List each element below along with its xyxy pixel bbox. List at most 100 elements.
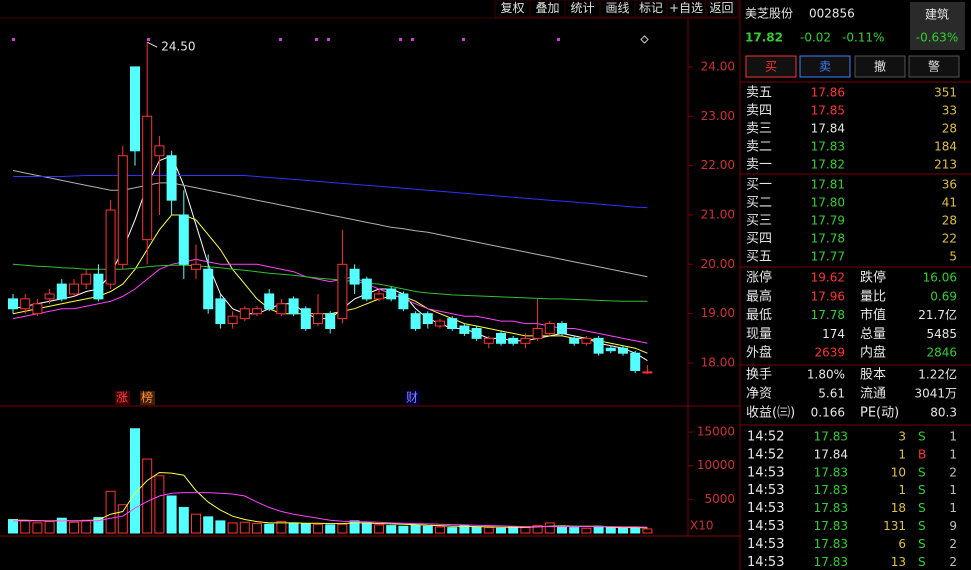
y-tick-label: 22.00 <box>701 158 735 172</box>
candle-body <box>435 320 445 327</box>
toolbar-label[interactable]: 画线 <box>605 1 629 15</box>
event-tag <box>140 391 155 405</box>
volume-bar <box>349 520 360 534</box>
trade-time: 14:53 <box>747 519 784 534</box>
toolbar-label[interactable]: 标记 <box>639 1 663 15</box>
price-change-pct: -0.11% <box>842 31 884 45</box>
action-button[interactable] <box>854 55 906 78</box>
stat-value: 16.06 <box>923 271 957 285</box>
volume-bar <box>410 524 421 534</box>
stat-label: 最高 <box>746 288 772 304</box>
stat-value: 2639 <box>814 346 845 360</box>
stat-label: 外盘 <box>746 345 772 361</box>
stat-value: 5485 <box>926 327 957 341</box>
trade-price: 17.83 <box>814 430 848 444</box>
trade-side: S <box>918 465 926 479</box>
trade-price: 17.84 <box>814 447 848 461</box>
candle-body <box>642 371 653 374</box>
action-label[interactable]: 买 <box>765 60 777 74</box>
candle-body <box>410 313 421 329</box>
stat-value: 0.166 <box>811 406 845 420</box>
sector-change[interactable]: -0.63% <box>916 31 958 45</box>
trade-time: 14:53 <box>747 501 784 516</box>
candle-body <box>69 283 79 295</box>
volume-bar <box>618 527 628 534</box>
book-volume: 28 <box>942 214 957 228</box>
book-label: 卖二 <box>746 140 772 155</box>
stat-value: 19.62 <box>811 271 845 285</box>
sector-box[interactable] <box>910 2 965 50</box>
trade-count: 1 <box>949 483 957 497</box>
volume-bar <box>313 523 323 534</box>
volume-bar <box>496 527 506 534</box>
volume-bar <box>544 522 555 534</box>
volume-bar <box>593 525 604 534</box>
candle-body <box>544 323 555 334</box>
stat-label: 涨停 <box>746 270 772 286</box>
stat-label: 流通 <box>860 387 886 402</box>
stat-value: 21.7亿 <box>918 307 957 322</box>
y-tick-label: 18.00 <box>701 356 735 370</box>
volume-bar <box>81 519 92 534</box>
y-tick-label: 15000 <box>697 425 735 439</box>
volume-bar <box>20 520 31 534</box>
candle-body <box>447 318 458 329</box>
book-volume: 5 <box>949 250 957 264</box>
trade-volume: 1 <box>898 447 906 461</box>
candle-body <box>471 327 482 339</box>
trade-time: 14:53 <box>747 555 784 570</box>
action-button[interactable] <box>908 55 960 78</box>
book-label: 卖四 <box>746 104 772 119</box>
toolbar-label[interactable]: 复权 <box>500 1 524 15</box>
y-tick-label: 23.00 <box>701 109 735 123</box>
book-volume: 33 <box>942 104 957 118</box>
book-volume: 28 <box>942 122 957 136</box>
book-price: 17.77 <box>811 250 845 264</box>
toolbar-label[interactable]: 返回 <box>709 1 733 15</box>
event-label: 财 <box>406 391 418 405</box>
volume-bar <box>398 525 409 534</box>
book-price: 17.79 <box>811 214 845 228</box>
action-label[interactable]: 警 <box>928 59 940 74</box>
toolbar-label[interactable]: +自选 <box>669 1 703 15</box>
volume-bar <box>581 527 592 534</box>
stat-label: 现量 <box>746 327 772 342</box>
candle-body <box>288 298 299 315</box>
trade-side: S <box>918 537 926 551</box>
action-button[interactable] <box>799 55 851 78</box>
candle-body <box>142 115 153 241</box>
book-volume: 22 <box>942 232 957 246</box>
stat-value: 0.69 <box>930 289 957 303</box>
stat-label: 最低 <box>746 308 772 323</box>
volume-bar <box>447 527 458 534</box>
trade-side: S <box>918 501 926 515</box>
trade-volume: 13 <box>891 555 906 569</box>
candle-body <box>252 308 262 315</box>
volume-bar <box>130 428 140 534</box>
volume-bar <box>642 528 653 534</box>
trade-volume: 131 <box>883 519 906 533</box>
stat-label: 跌停 <box>860 270 886 286</box>
candle-body <box>166 155 177 201</box>
signal-dots <box>12 38 560 41</box>
book-volume: 351 <box>934 86 957 100</box>
candle-body <box>325 313 336 329</box>
action-label[interactable]: 撤 <box>874 59 886 74</box>
toolbar-label[interactable]: 叠加 <box>535 1 559 15</box>
volume-bar <box>557 526 567 534</box>
candle-body <box>191 263 201 270</box>
stat-value: 1.80% <box>807 368 845 382</box>
candle-body <box>276 303 287 315</box>
action-button[interactable] <box>745 55 797 78</box>
toolbar-button[interactable] <box>704 0 739 18</box>
volume-bar <box>471 526 482 534</box>
volume-bar <box>422 525 433 534</box>
volume-bar <box>69 521 79 534</box>
toolbar-label[interactable]: 统计 <box>570 1 594 15</box>
y-tick-label: 24.00 <box>701 59 735 73</box>
sector-name[interactable]: 建筑 <box>925 7 949 22</box>
y-tick-label: 21.00 <box>701 207 735 221</box>
volume-bar <box>215 520 226 534</box>
action-label[interactable]: 卖 <box>819 60 831 74</box>
